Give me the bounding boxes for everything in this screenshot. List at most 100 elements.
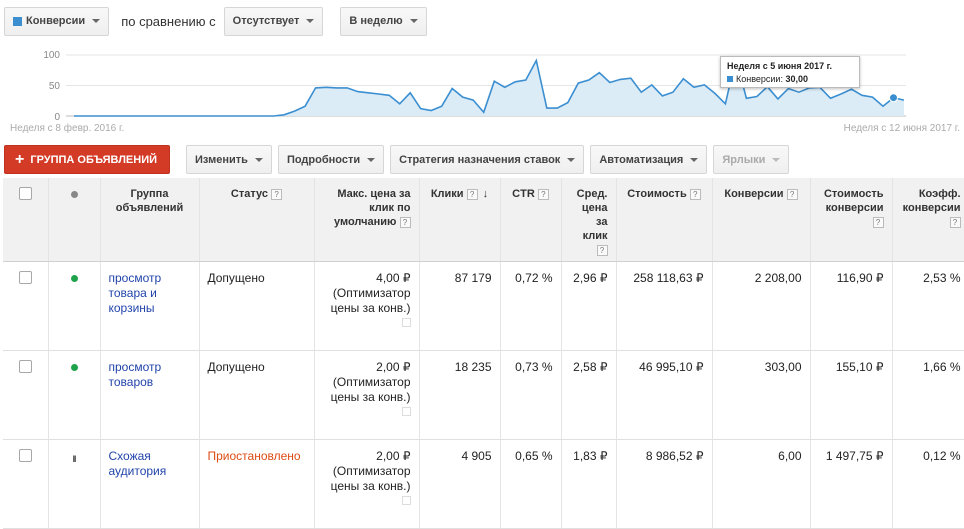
help-icon[interactable]: ? (399, 216, 411, 228)
conversions-chart: 100 50 0 Неделя с 8 февр. 2016 г. Неделя… (10, 50, 960, 134)
col-ad-group[interactable]: Группа объявлений (100, 178, 200, 262)
status-cell: Допущено (199, 350, 315, 440)
ad-group-link[interactable]: просмотр товаров (108, 359, 162, 389)
col-ctr[interactable]: CTR ? (500, 178, 562, 262)
help-icon[interactable]: ? (872, 216, 884, 228)
period-label: В неделю (349, 15, 403, 27)
details-dropdown[interactable]: Подробности (277, 145, 385, 174)
x-end-label: Неделя с 12 июня 2017 г. (844, 123, 960, 134)
col-clicks[interactable]: Клики ? ↓ (419, 178, 501, 262)
chart-tooltip: Неделя с 5 июня 2017 г. Конверсии: 30,00 (720, 56, 860, 88)
plus-icon: + (15, 150, 25, 168)
conversions-cell: 6,00 (712, 439, 811, 529)
col-max-cpc[interactable]: Макс. цена за клик по умолчанию ? (314, 178, 420, 262)
action-bar: + ГРУППА ОБЪЯВЛЕНИЙ Изменить Подробности… (4, 145, 790, 174)
help-icon[interactable]: ? (689, 188, 701, 200)
tooltip-value: 30,00 (785, 74, 809, 84)
labels-dropdown[interactable]: Ярлыки (713, 145, 790, 174)
period-dropdown[interactable]: В неделю (340, 6, 427, 36)
series-area (74, 58, 904, 116)
cost-cell: 8 986,52 ₽ (616, 439, 713, 529)
chevron-down-icon (690, 157, 699, 162)
tooltip-swatch (727, 76, 733, 82)
compare-text: по сравнению с (121, 13, 216, 29)
col-ctr-label: CTR (512, 188, 535, 200)
ctr-cell: 0,73 % (500, 350, 562, 440)
select-all-checkbox[interactable] (18, 187, 32, 200)
chart-toolbar: Конверсии по сравнению с Отсутствует В н… (4, 6, 427, 36)
help-icon[interactable]: ? (596, 244, 608, 256)
help-icon[interactable]: ? (271, 188, 283, 200)
max-cpc-value[interactable]: 4,00 ₽ (376, 270, 411, 285)
details-label: Подробности (286, 153, 361, 166)
series-line (74, 57, 905, 117)
enabled-status-icon[interactable] (70, 274, 78, 282)
max-cpc-cell: 2,00 ₽ (Оптимизатор цены за конв.) (314, 350, 420, 440)
col-cost-per-conv[interactable]: Стоимость конверсии ? (810, 178, 893, 262)
help-icon[interactable]: ? (466, 188, 478, 200)
table-row: II Схожая аудитория Приостановлено 2,00 … (3, 439, 964, 529)
row-status-cell: II (48, 439, 101, 529)
conv-rate-cell: 1,66 % (892, 350, 964, 440)
row-checkbox[interactable] (18, 448, 32, 462)
automation-dropdown[interactable]: Автоматизация (590, 145, 708, 174)
compare-dropdown[interactable]: Отсутствует (223, 6, 324, 36)
bid-strategy-note: (Оптимизатор цены за конв.) (330, 285, 411, 315)
col-status[interactable]: Статус ? (199, 178, 315, 262)
max-cpc-value[interactable]: 2,00 ₽ (376, 448, 411, 463)
col-avg-cpc-label: Сред. цена за клик (576, 188, 608, 242)
bid-strategy-dropdown[interactable]: Стратегия назначения ставок (390, 145, 585, 174)
clicks-cell: 4 905 (419, 439, 501, 529)
edit-bid-icon[interactable] (401, 317, 411, 327)
y-tick-label: 0 (54, 112, 60, 123)
ad-group-cell: просмотр товара и корзины (100, 261, 200, 351)
chevron-down-icon (92, 19, 101, 23)
add-ad-group-button[interactable]: + ГРУППА ОБЪЯВЛЕНИЙ (4, 145, 171, 174)
edit-bid-icon[interactable] (401, 406, 411, 416)
conversions-cell: 303,00 (712, 350, 811, 440)
row-checkbox[interactable] (18, 359, 32, 373)
data-point[interactable] (888, 93, 898, 103)
conv-rate-cell: 0,12 % (892, 439, 964, 529)
chevron-down-icon (254, 157, 263, 162)
help-icon[interactable]: ? (786, 188, 798, 200)
max-cpc-value[interactable]: 2,00 ₽ (376, 359, 411, 374)
enabled-status-icon[interactable] (70, 363, 78, 371)
status-dot-header (48, 178, 101, 262)
select-all-header (3, 178, 49, 262)
status-dot-icon (70, 191, 78, 198)
col-cost[interactable]: Стоимость ? (616, 178, 713, 262)
metric-dropdown[interactable]: Конверсии (4, 6, 110, 36)
ad-group-link[interactable]: Схожая аудитория (108, 448, 167, 478)
y-tick-label: 50 (49, 81, 61, 92)
tooltip-title: Неделя с 5 июня 2017 г. (727, 61, 832, 71)
help-icon[interactable]: ? (949, 216, 961, 228)
chevron-down-icon (306, 19, 315, 23)
tooltip-series: Конверсии: (736, 74, 783, 84)
metric-label: Конверсии (26, 15, 86, 27)
max-cpc-cell: 2,00 ₽ (Оптимизатор цены за конв.) (314, 439, 420, 529)
help-icon[interactable]: ? (537, 188, 549, 200)
edit-bid-icon[interactable] (401, 495, 411, 505)
avg-cpc-cell: 1,83 ₽ (561, 439, 617, 529)
col-status-label: Статус (230, 188, 268, 200)
bid-strategy-note: (Оптимизатор цены за конв.) (330, 463, 411, 493)
series-points (888, 93, 898, 103)
ad-group-cell: Схожая аудитория (100, 439, 200, 529)
bid-strategy-note: (Оптимизатор цены за конв.) (330, 374, 411, 404)
edit-dropdown[interactable]: Изменить (186, 145, 272, 174)
col-conversions[interactable]: Конверсии ? (712, 178, 811, 262)
col-ad-group-label: Группа объявлений (115, 188, 184, 214)
add-ad-group-label: ГРУППА ОБЪЯВЛЕНИЙ (30, 153, 158, 166)
cost-cell: 258 118,63 ₽ (616, 261, 713, 351)
paused-status-icon[interactable]: II (72, 453, 76, 464)
status-cell: Допущено (199, 261, 315, 351)
col-avg-cpc[interactable]: Сред. цена за клик ? (561, 178, 617, 262)
ctr-cell: 0,65 % (500, 439, 562, 529)
series-color-swatch (13, 16, 22, 26)
row-checkbox[interactable] (18, 270, 32, 284)
cost-per-conv-cell: 1 497,75 ₽ (810, 439, 893, 529)
avg-cpc-cell: 2,96 ₽ (561, 261, 617, 351)
col-conv-rate[interactable]: Коэфф. конверсии ? (892, 178, 964, 262)
ad-group-link[interactable]: просмотр товара и корзины (108, 270, 162, 315)
